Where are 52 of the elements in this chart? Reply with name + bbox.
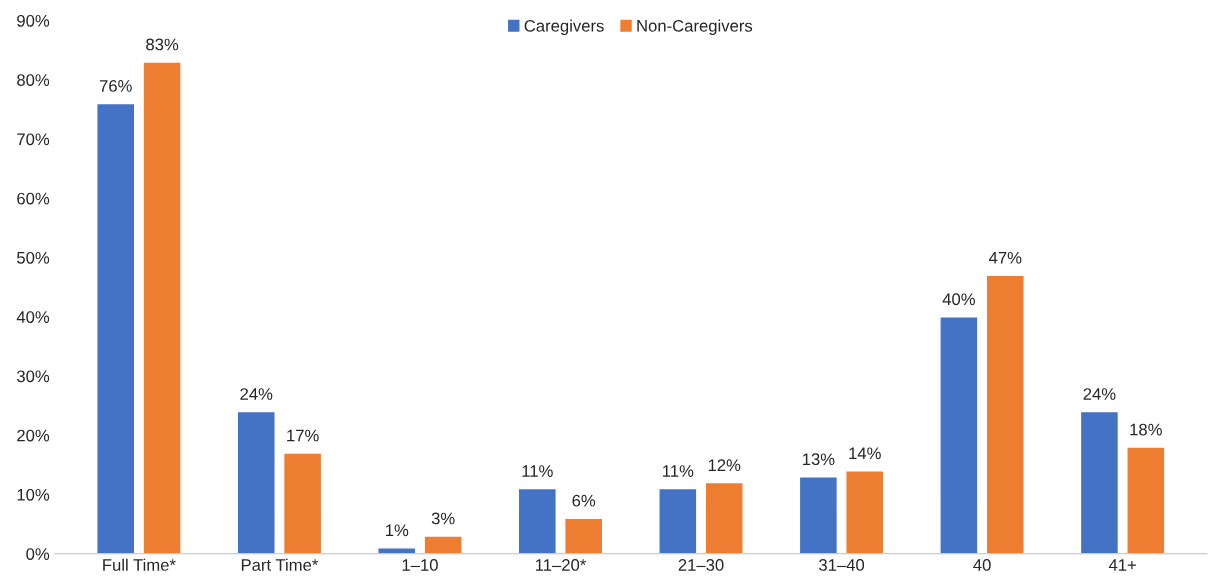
- data-label: 24%: [1083, 388, 1116, 400]
- bar: [236, 410, 276, 554]
- y-tick-label: 0%: [26, 548, 50, 560]
- bar: [564, 517, 604, 554]
- x-tick-label: Full Time*: [103, 558, 176, 571]
- y-tick-label: 10%: [17, 488, 50, 501]
- data-label: 1%: [386, 524, 409, 537]
- y-tick-label: 30%: [17, 370, 50, 383]
- bar: [142, 61, 182, 554]
- x-tick-label: 40: [973, 559, 991, 571]
- data-label: 47%: [988, 251, 1022, 264]
- bar: [96, 102, 136, 554]
- bar: [985, 274, 1025, 554]
- bar: [1079, 410, 1120, 554]
- bar: [423, 535, 463, 554]
- bar: [798, 476, 839, 554]
- x-tick-label: 31–40: [819, 559, 865, 571]
- y-tick-label: 20%: [17, 429, 50, 442]
- data-label: 6%: [572, 494, 596, 507]
- x-tick-label: 1–10: [402, 559, 438, 571]
- y-tick-label: 70%: [17, 133, 50, 146]
- bar: [704, 481, 744, 554]
- data-label: 11%: [522, 465, 553, 477]
- data-label: 12%: [708, 459, 741, 471]
- y-tick-label: 90%: [17, 14, 50, 27]
- y-tick-label: 40%: [16, 311, 50, 323]
- bar: [939, 316, 979, 554]
- legend-label: Non-Caregivers: [637, 19, 753, 36]
- bar: [845, 470, 885, 554]
- data-label: 76%: [99, 80, 132, 92]
- x-tick-label: 11–20*: [535, 559, 587, 571]
- legend-label: Caregivers: [524, 19, 604, 36]
- data-label: 11%: [663, 465, 694, 477]
- data-label: 14%: [849, 447, 881, 460]
- data-label: 83%: [146, 38, 179, 51]
- x-tick-label: 41+: [1108, 559, 1136, 571]
- bar: [658, 487, 698, 554]
- bar: [282, 452, 323, 554]
- data-label: 24%: [240, 388, 273, 400]
- data-label: 13%: [802, 453, 835, 466]
- bar: [1126, 446, 1166, 554]
- y-tick-label: 60%: [17, 192, 50, 205]
- data-label: 40%: [942, 293, 975, 306]
- x-tick-label: Part Time*: [241, 558, 319, 571]
- data-label: 3%: [431, 512, 455, 525]
- x-tick-label: 21–30: [678, 559, 724, 571]
- data-label: 17%: [287, 429, 319, 442]
- bar: [517, 487, 557, 554]
- data-label: 18%: [1130, 423, 1162, 436]
- y-tick-label: 80%: [17, 74, 50, 86]
- y-tick-label: 50%: [17, 251, 50, 264]
- bar: [377, 547, 417, 554]
